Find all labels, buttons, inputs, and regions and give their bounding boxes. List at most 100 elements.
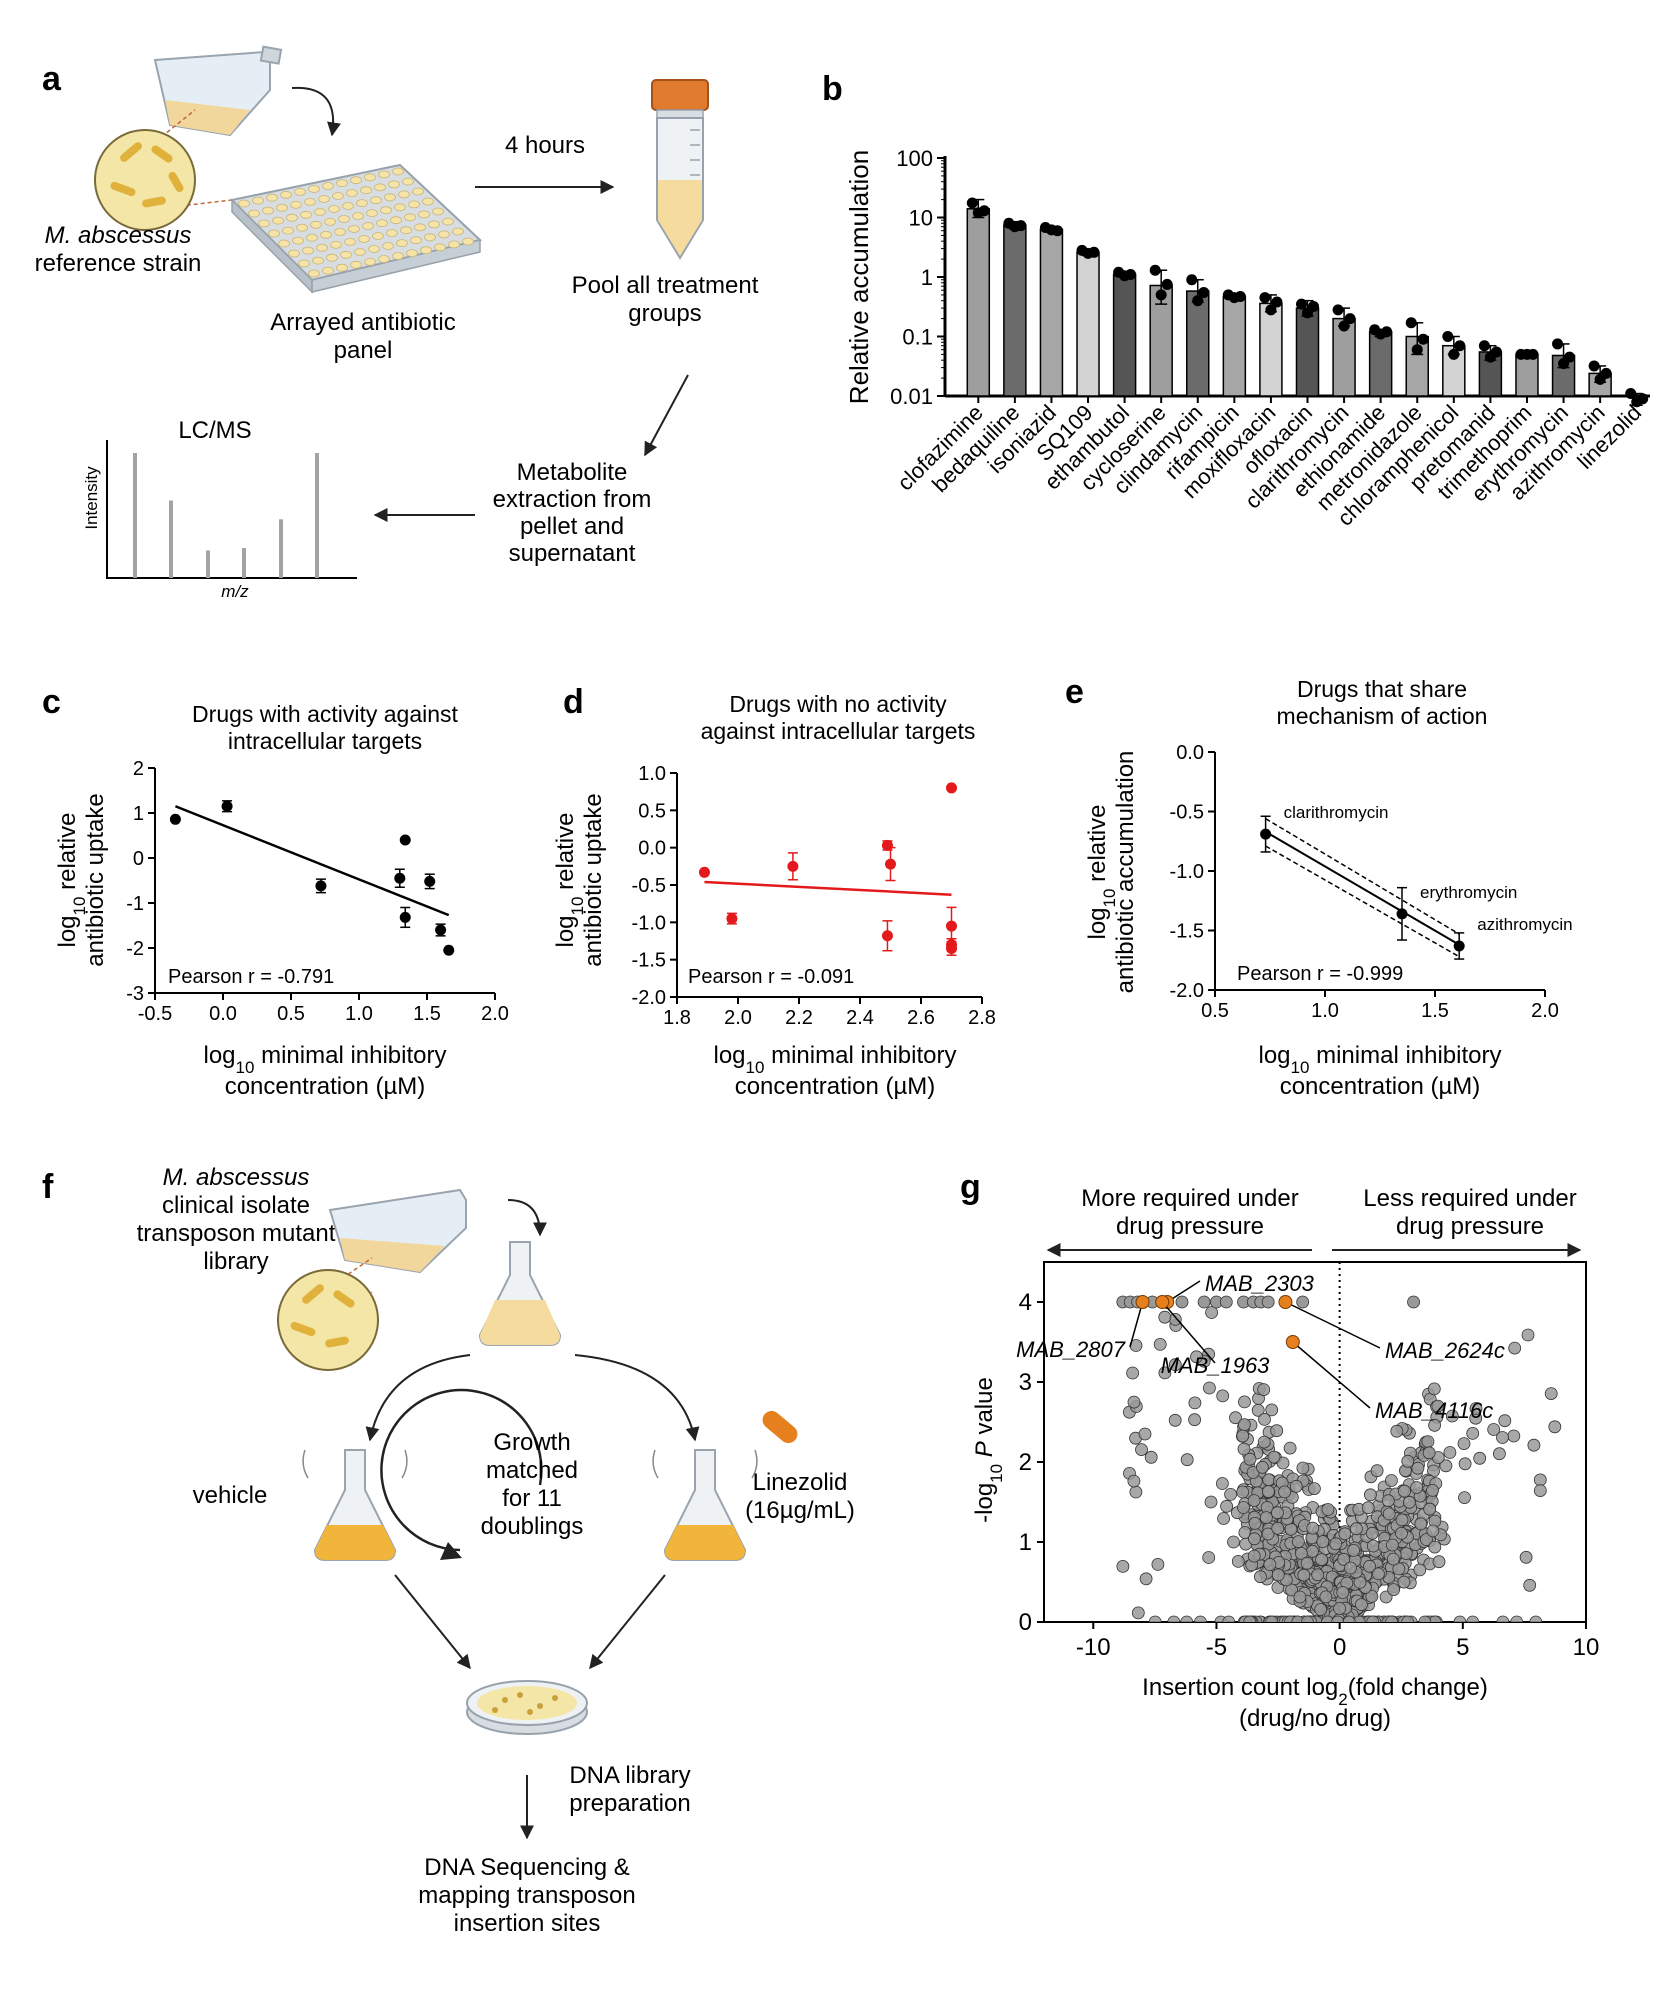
drug-label-1: Linezolid bbox=[753, 1469, 848, 1496]
data-point bbox=[1271, 296, 1283, 308]
plate-well bbox=[376, 219, 388, 228]
data-point bbox=[966, 197, 978, 209]
volcano-point bbox=[1399, 1547, 1413, 1560]
plate-well bbox=[402, 177, 414, 186]
arrow-to-drug bbox=[574, 1354, 700, 1442]
plate-well bbox=[346, 189, 358, 198]
volcano-point bbox=[1167, 1615, 1181, 1622]
volcano-point bbox=[1427, 1382, 1441, 1396]
gene-label: MAB_2624c bbox=[1385, 1338, 1505, 1363]
volcano-point bbox=[1283, 1441, 1297, 1455]
extract-label-3: pellet and bbox=[520, 513, 624, 540]
x-tick-label: 1.5 bbox=[413, 1003, 441, 1025]
volcano-point bbox=[1168, 1313, 1182, 1326]
volcano-point bbox=[1321, 1615, 1334, 1622]
y-tick-label: 2 bbox=[133, 758, 144, 780]
volcano-point bbox=[1158, 1366, 1172, 1380]
volcano-point bbox=[1508, 1341, 1522, 1355]
volcano-point bbox=[1278, 1485, 1291, 1499]
vehicle-label: vehicle bbox=[193, 1482, 268, 1509]
volcano-point bbox=[1333, 1602, 1346, 1615]
plate-well bbox=[326, 253, 338, 262]
y-tick-label: -1.0 bbox=[1170, 861, 1204, 883]
point-label: clarithromycin bbox=[1284, 803, 1389, 822]
volcano-point bbox=[1292, 1535, 1305, 1548]
falcon-tube-icon bbox=[651, 79, 709, 260]
x-tick-label: 1.0 bbox=[1311, 1000, 1339, 1022]
plate-well bbox=[394, 203, 406, 212]
confidence-band-line bbox=[1265, 817, 1460, 935]
volcano-point bbox=[1385, 1474, 1398, 1487]
y-tick-label: -2 bbox=[126, 938, 144, 960]
plate-label-2: panel bbox=[334, 337, 393, 364]
plate-well bbox=[422, 197, 434, 206]
vehicle-flask-icon bbox=[302, 1449, 408, 1561]
volcano-point bbox=[1428, 1540, 1442, 1554]
data-point bbox=[1265, 304, 1277, 316]
volcano-point bbox=[1316, 1535, 1330, 1548]
dna-prep-label-1: DNA library bbox=[569, 1762, 690, 1789]
volcano-point bbox=[1262, 1485, 1275, 1498]
plate-well bbox=[362, 222, 374, 230]
volcano-point bbox=[1202, 1551, 1216, 1564]
volcano-point bbox=[1365, 1526, 1379, 1540]
bar bbox=[1186, 290, 1210, 397]
plate-well bbox=[320, 230, 332, 239]
x-tick-label: 2.0 bbox=[481, 1003, 509, 1025]
plate-well bbox=[448, 240, 460, 249]
data-point bbox=[946, 942, 957, 954]
plate-well bbox=[358, 235, 370, 243]
data-point bbox=[1454, 340, 1466, 352]
plate-well bbox=[300, 210, 312, 219]
volcano-point bbox=[1426, 1524, 1440, 1538]
plate-well bbox=[328, 205, 340, 213]
right-header-1: Less required under bbox=[1363, 1185, 1576, 1212]
fit-line bbox=[174, 805, 450, 917]
x-tick-label: -0.5 bbox=[138, 1003, 172, 1025]
volcano-point bbox=[1493, 1447, 1506, 1461]
data-point bbox=[1448, 348, 1460, 360]
x-axis-title-line-1: log10 minimal inhibitory bbox=[203, 1042, 446, 1077]
volcano-point bbox=[1382, 1507, 1396, 1521]
plate-well bbox=[414, 223, 426, 232]
volcano-point bbox=[1231, 1555, 1245, 1568]
data-point bbox=[1125, 269, 1137, 281]
volcano-point bbox=[1271, 1568, 1285, 1582]
volcano-point bbox=[1386, 1538, 1399, 1552]
plate-well bbox=[336, 263, 348, 272]
volcano-point bbox=[1256, 1460, 1269, 1474]
strain-label: reference strain bbox=[35, 250, 202, 277]
fit-line bbox=[704, 880, 952, 896]
growth-cycle-icon bbox=[380, 1388, 543, 1560]
plate-well bbox=[272, 216, 284, 225]
y-axis-title-line-2: antibiotic uptake bbox=[82, 793, 109, 966]
volcano-point bbox=[1188, 1413, 1201, 1427]
plate-well bbox=[370, 196, 382, 205]
plate-well bbox=[384, 193, 396, 202]
data-point bbox=[399, 911, 411, 923]
plate-well bbox=[398, 190, 410, 199]
title-e-1: Drugs that share bbox=[1297, 676, 1467, 702]
y-tick-label: 1 bbox=[1019, 1529, 1032, 1556]
data-point bbox=[399, 834, 411, 846]
data-point bbox=[1417, 333, 1429, 345]
volcano-point bbox=[1204, 1495, 1218, 1509]
panel-g: g More required under drug pressure Less… bbox=[960, 1168, 1599, 1732]
plate-well bbox=[378, 255, 390, 263]
x-tick-label: 5 bbox=[1456, 1634, 1469, 1661]
x-tick-label: 2.0 bbox=[724, 1007, 752, 1029]
volcano-point bbox=[1188, 1396, 1202, 1410]
y-tick-label: -1.5 bbox=[1170, 921, 1204, 943]
volcano-point bbox=[1257, 1383, 1271, 1396]
highlighted-gene-point bbox=[1278, 1295, 1293, 1309]
volcano-point bbox=[1300, 1556, 1314, 1570]
bar bbox=[1222, 295, 1247, 397]
volcano-point bbox=[1227, 1535, 1240, 1549]
volcano-point bbox=[1254, 1570, 1267, 1584]
y-tick-label: 1.0 bbox=[638, 763, 666, 785]
y-tick-label: 0 bbox=[1019, 1609, 1032, 1636]
volcano-point bbox=[1276, 1456, 1290, 1470]
data-point bbox=[221, 800, 233, 812]
volcano-point bbox=[1363, 1559, 1376, 1573]
library-bacteria-icon bbox=[277, 1257, 379, 1371]
